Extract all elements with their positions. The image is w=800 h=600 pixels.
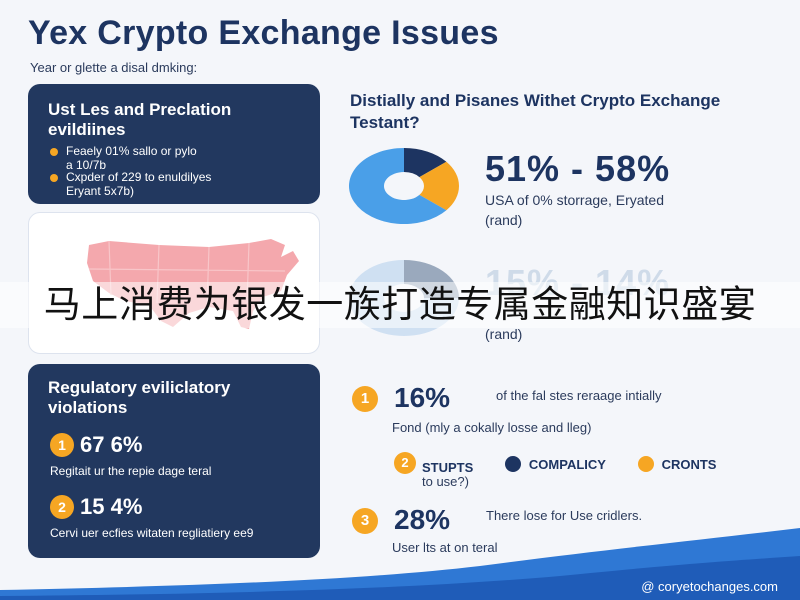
- row-3-sub: User lts at on teral: [392, 540, 498, 555]
- page-title: Yex Crypto Exchange Issues: [28, 14, 499, 52]
- pie1-slice-1: [419, 161, 459, 211]
- stat-description: Cervi uer ecfies witaten regliatiery ee9: [50, 526, 254, 540]
- pie1-slice-0: [404, 148, 447, 178]
- stat-a-line-2: (rand): [485, 212, 523, 228]
- regulatory-stat-1: 1 67 6% Regitait ur the repie dage teral: [50, 432, 300, 478]
- card-heading: Ust Les and Preclation evildiines: [48, 100, 232, 139]
- number-badge: 2: [50, 495, 74, 519]
- donut-chart-1: [349, 148, 459, 224]
- regulatory-heading: Regulatory eviliclatory violations: [48, 378, 231, 417]
- row-1-value: 16%: [394, 382, 451, 413]
- row-1-sub: Fond (mly a cokally losse and lleg): [392, 420, 592, 435]
- row-2-badge: 2: [394, 452, 416, 474]
- stat-b-caption: (rand): [485, 326, 523, 342]
- legend-label: COMPALICY: [528, 456, 606, 472]
- row-3-text: There lose for Use cridlers.: [486, 508, 643, 523]
- bullet-dot-icon: [50, 173, 58, 182]
- legend-swatch: [504, 456, 521, 472]
- row-1-badge: 1: [352, 386, 378, 412]
- legend-item-3: CRONTS: [637, 456, 717, 472]
- stat-a-line-1: USA of 0% storrage, Eryated: [485, 192, 664, 208]
- regulatory-card: Regulatory eviliclatory violations 1 67 6…: [28, 364, 320, 558]
- bullet-1-line-1: Feaely 01% sallo or pylo: [66, 144, 197, 158]
- bullet-2-line-2: Eryant 5x7b): [66, 184, 135, 198]
- legend-swatch: [637, 456, 654, 472]
- page-subtitle: Year or glette a disal dmking:: [30, 60, 198, 75]
- stat-a-caption: USA of 0% storrage, Eryated (rand): [485, 190, 664, 230]
- row-3-value: 28%: [394, 504, 451, 535]
- overlay-caption: 马上消费为银发一族打造专属金融知识盛宴: [0, 282, 800, 328]
- section-question: Distially and Pisanes Withet Crypto Exch…: [350, 91, 721, 132]
- legend-item-1: STUPTS: [422, 460, 473, 475]
- row-3-badge: 3: [352, 508, 378, 534]
- stats-card-top: Ust Les and Preclation evildiines Feaely…: [28, 84, 320, 204]
- legend-label: CRONTS: [661, 456, 717, 472]
- stat-value: 15 4%: [80, 494, 143, 519]
- legend-label: STUPTS: [422, 460, 474, 475]
- stat-a-value: 51% - 58%: [485, 148, 671, 189]
- bullet-dot-icon: [50, 147, 58, 156]
- stat-value: 67 6%: [80, 432, 143, 457]
- pie1-slice-2: [349, 148, 447, 224]
- bullet-2-line-1: Cxpder of 229 to enuldilyes: [66, 170, 212, 184]
- footer-wave: [0, 528, 800, 600]
- legend-item-2: COMPALICY: [504, 456, 606, 472]
- footer-url[interactable]: @ coryetochanges.com: [641, 579, 778, 594]
- row-2-sub: to use?): [422, 474, 469, 489]
- bullet-item-1: Feaely 01% sallo or pylo a 10/7b: [50, 144, 197, 172]
- stat-description: Regitait ur the repie dage teral: [50, 464, 212, 478]
- number-badge: 1: [50, 433, 74, 457]
- bullet-item-2: Cxpder of 229 to enuldilyes Eryant 5x7b): [50, 170, 211, 198]
- regulatory-stat-2: 2 15 4% Cervi uer ecfies witaten regliati…: [50, 494, 300, 540]
- bullet-1-line-2: a 10/7b: [66, 158, 107, 172]
- row-1-text: of the fal stes reraage intially: [496, 388, 662, 403]
- legend: STUPTS COMPALICY CRONTS: [394, 456, 744, 475]
